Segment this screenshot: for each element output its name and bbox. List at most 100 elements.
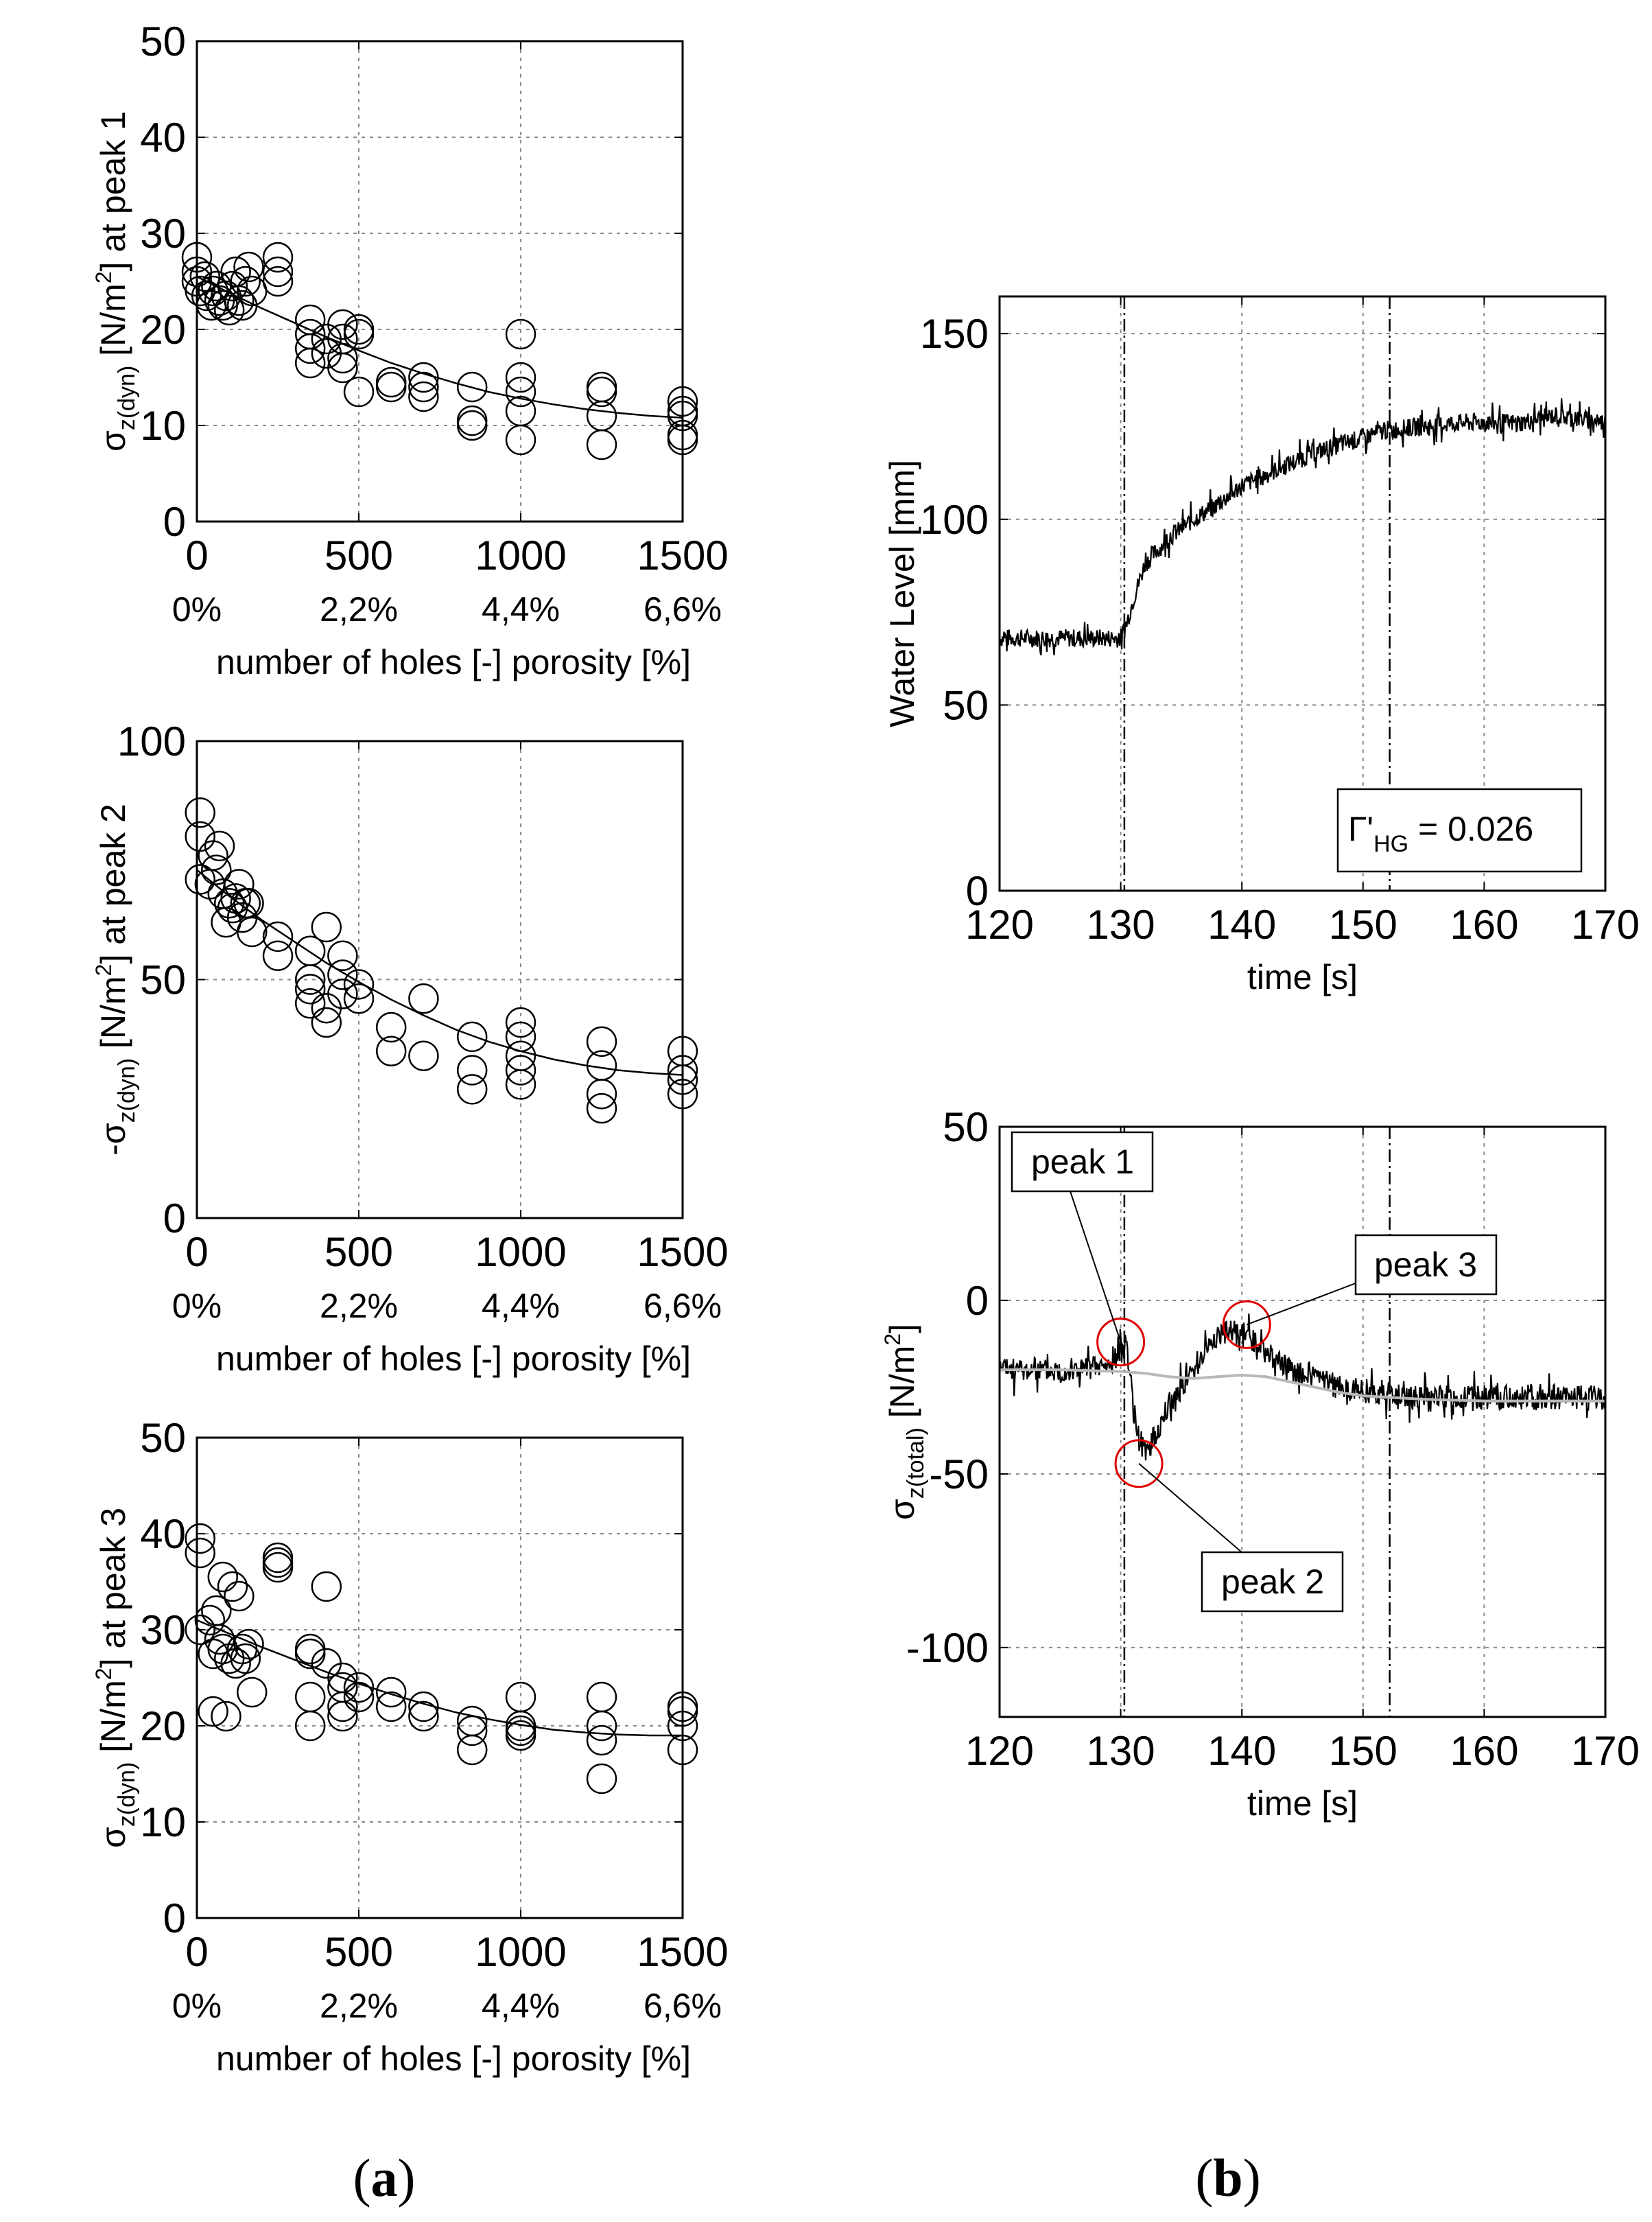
porosity-label: 6,6% bbox=[644, 590, 722, 629]
series-water-level bbox=[998, 398, 1606, 656]
x-tick-label: 0 bbox=[185, 1229, 208, 1275]
data-point bbox=[586, 1026, 617, 1057]
x-tick-label: 1500 bbox=[637, 533, 728, 578]
data-point bbox=[408, 371, 439, 403]
data-point bbox=[505, 424, 536, 456]
data-point bbox=[343, 376, 375, 408]
peak-label-box bbox=[1201, 1551, 1344, 1613]
data-point bbox=[217, 1571, 248, 1602]
x-tick-label: 120 bbox=[965, 902, 1034, 948]
series-filtered bbox=[1000, 1368, 1605, 1403]
y-tick-label: 40 bbox=[140, 1511, 186, 1557]
data-point bbox=[294, 974, 326, 1005]
series-measured bbox=[998, 1313, 1606, 1461]
data-point bbox=[217, 270, 248, 302]
y-tick-label: -100 bbox=[906, 1625, 989, 1671]
y-tick-label: 30 bbox=[140, 1607, 186, 1653]
y-tick-label: 0 bbox=[966, 1278, 989, 1324]
data-point bbox=[375, 1691, 407, 1722]
y-tick-label: 10 bbox=[140, 403, 186, 449]
data-point bbox=[185, 1523, 215, 1554]
data-point bbox=[185, 797, 215, 828]
data-point bbox=[194, 1604, 226, 1636]
data-point bbox=[586, 376, 617, 408]
data-point bbox=[505, 1055, 536, 1086]
data-point bbox=[456, 1021, 488, 1053]
data-point bbox=[505, 1021, 536, 1053]
x-tick-label: 1500 bbox=[637, 1229, 728, 1275]
data-point bbox=[211, 1700, 241, 1732]
peak-leader-line bbox=[1246, 1283, 1356, 1326]
peak-marker bbox=[1096, 1318, 1146, 1367]
plot-frame bbox=[998, 1125, 1607, 1718]
porosity-label: 2,2% bbox=[320, 1287, 398, 1325]
x-tick-label: 130 bbox=[1087, 1728, 1155, 1774]
y-tick-label: 100 bbox=[117, 718, 186, 764]
y-axis-label: σz(dyn) [N/m2] at peak 3 bbox=[91, 1508, 140, 1848]
data-point bbox=[327, 342, 358, 374]
data-point bbox=[586, 1724, 617, 1756]
porosity-label: 4,4% bbox=[482, 590, 560, 629]
x-tick-label: 170 bbox=[1571, 902, 1640, 948]
data-point bbox=[327, 1700, 358, 1732]
data-point bbox=[327, 352, 358, 384]
data-point bbox=[185, 1537, 215, 1569]
data-point bbox=[343, 969, 375, 1000]
data-point bbox=[408, 381, 439, 412]
y-tick-label: 30 bbox=[140, 211, 186, 257]
data-point bbox=[198, 1696, 228, 1727]
chart-total-stress: 120 130 140 150 160 170 -100 -50 0 50 time [s] σz(t… bbox=[880, 1104, 1640, 1823]
x-axis-label: time [s] bbox=[1247, 1784, 1358, 1823]
porosity-label: 4,4% bbox=[482, 1987, 560, 2025]
data-point bbox=[505, 1069, 536, 1100]
data-point bbox=[294, 1681, 326, 1713]
data-point bbox=[586, 1763, 617, 1794]
y-tick-label: 50 bbox=[943, 682, 989, 728]
data-point bbox=[189, 261, 221, 292]
y-tick-label: 10 bbox=[140, 1799, 186, 1845]
panel-label-b: (b) bbox=[1195, 2148, 1260, 2208]
data-point bbox=[343, 1681, 375, 1713]
peak-label: peak 3 bbox=[1374, 1246, 1477, 1284]
plot-frame bbox=[998, 295, 1607, 892]
chart-peak-2: 0 500 1000 1500 0 50 100 0% 2,2% 4,4% 6,6% number o… bbox=[91, 718, 729, 1378]
x-tick-label: 120 bbox=[965, 1728, 1034, 1774]
fit-curve bbox=[196, 275, 683, 419]
data-point bbox=[294, 1710, 326, 1742]
data-point bbox=[375, 1011, 407, 1043]
x-tick-label: 0 bbox=[185, 533, 208, 578]
data-point bbox=[236, 1676, 268, 1708]
legend-box bbox=[1336, 788, 1583, 873]
data-point bbox=[294, 347, 326, 379]
y-tick-label: 150 bbox=[920, 311, 989, 357]
y-tick-label: 20 bbox=[140, 307, 186, 353]
peak-leader-line bbox=[1070, 1191, 1122, 1342]
chart-water-level: 120 130 140 150 160 170 0 50 100 150 time [s] Water… bbox=[883, 295, 1640, 996]
y-tick-label: 50 bbox=[943, 1104, 989, 1150]
fit-curve bbox=[196, 869, 683, 1076]
data-point bbox=[213, 294, 245, 326]
porosity-label: 6,6% bbox=[644, 1987, 722, 2025]
y-axis-label: Water Level [mm] bbox=[883, 460, 921, 727]
y-tick-label: 50 bbox=[140, 19, 186, 65]
x-tick-label: 150 bbox=[1329, 902, 1397, 948]
x-tick-label: 500 bbox=[324, 1229, 393, 1275]
data-point bbox=[236, 916, 268, 948]
data-point bbox=[456, 1055, 488, 1086]
y-axis-label: σz(total) [N/m2] bbox=[880, 1324, 929, 1520]
data-point bbox=[456, 410, 488, 441]
data-point bbox=[456, 1715, 488, 1746]
y-tick-label: 0 bbox=[966, 868, 989, 914]
data-point bbox=[262, 921, 294, 952]
x-tick-label: 1000 bbox=[475, 1929, 566, 1975]
y-tick-label: 0 bbox=[163, 1195, 186, 1241]
data-point bbox=[505, 1007, 536, 1038]
porosity-label: 4,4% bbox=[482, 1287, 560, 1325]
data-point bbox=[327, 1691, 358, 1722]
peak-marker bbox=[1114, 1439, 1164, 1488]
data-point bbox=[586, 1092, 617, 1124]
data-point bbox=[294, 333, 326, 364]
data-point bbox=[375, 371, 407, 403]
data-point bbox=[230, 1643, 261, 1674]
chart-peak-3: 0 500 1000 1500 0 10 20 30 40 50 0% 2,2% 4,4% 6,6% num… bbox=[91, 1415, 729, 2078]
